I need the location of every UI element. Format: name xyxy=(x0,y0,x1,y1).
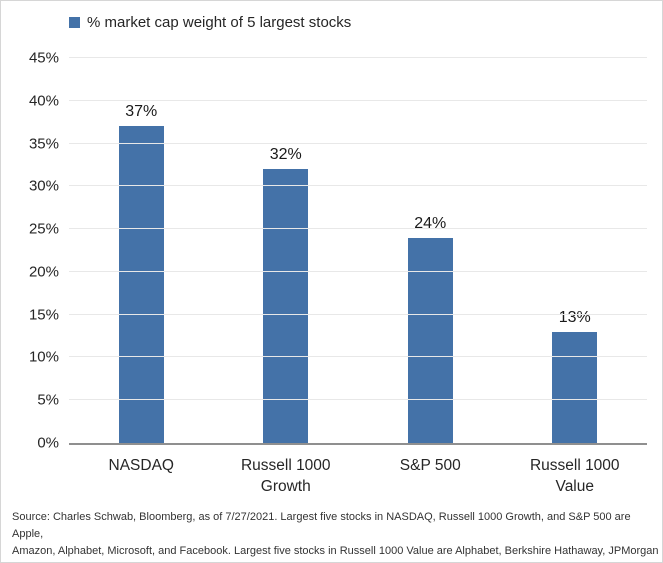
x-tick-label: S&P 500 xyxy=(399,457,461,474)
y-tick-label: 40% xyxy=(28,92,59,110)
x-tick-label: NASDAQ xyxy=(108,457,174,474)
gridline xyxy=(69,228,647,230)
bar-value-label: 24% xyxy=(414,214,447,232)
y-tick-label: 5% xyxy=(37,391,59,409)
gridline xyxy=(69,142,647,144)
chart-legend: % market cap weight of 5 largest stocks xyxy=(69,14,351,31)
bar xyxy=(263,169,309,443)
legend-swatch-icon xyxy=(69,17,80,28)
bar-value-label: 37% xyxy=(125,103,158,121)
y-tick-label: 10% xyxy=(28,348,59,366)
y-tick-label: 45% xyxy=(28,49,59,67)
gridline xyxy=(69,399,647,401)
gridline xyxy=(69,99,647,101)
bar-slot: 32% xyxy=(214,58,359,443)
y-tick-label: 15% xyxy=(28,306,59,324)
bar-value-label: 13% xyxy=(558,308,591,326)
y-tick-label: 20% xyxy=(28,263,59,281)
y-tick-label: 35% xyxy=(28,135,59,153)
source-note: Source: Charles Schwab, Bloomberg, as of… xyxy=(12,511,659,557)
gridline xyxy=(69,356,647,358)
bar-slot: 24% xyxy=(358,58,503,443)
gridline xyxy=(69,185,647,187)
bar-value-label: 32% xyxy=(269,146,302,164)
gridline xyxy=(69,313,647,315)
x-tick-label: Russell 1000 Growth xyxy=(240,457,331,495)
bar-slot: 37% xyxy=(69,58,214,443)
bars-row: 37% 32% 24% 13% xyxy=(69,58,647,443)
y-tick-label: 25% xyxy=(28,220,59,238)
x-tick-label: Russell 1000 Value xyxy=(529,457,620,495)
gridline xyxy=(69,57,647,58)
y-tick-label: 30% xyxy=(28,177,59,195)
y-tick-label: 0% xyxy=(37,434,59,452)
legend-label: % market cap weight of 5 largest stocks xyxy=(87,14,352,31)
y-axis: 0% 5% 10% 15% 20% 25% 30% 35% 40% 45% xyxy=(1,50,59,452)
gridline xyxy=(69,270,647,272)
bar xyxy=(407,237,453,443)
bar-slot: 13% xyxy=(503,58,648,443)
bar xyxy=(118,126,164,443)
plot-area: 37% 32% 24% 13% xyxy=(69,57,647,445)
bar xyxy=(552,331,598,443)
x-axis-labels: NASDAQ Russell 1000 Growth S&P 500 Russell … xyxy=(69,445,647,497)
